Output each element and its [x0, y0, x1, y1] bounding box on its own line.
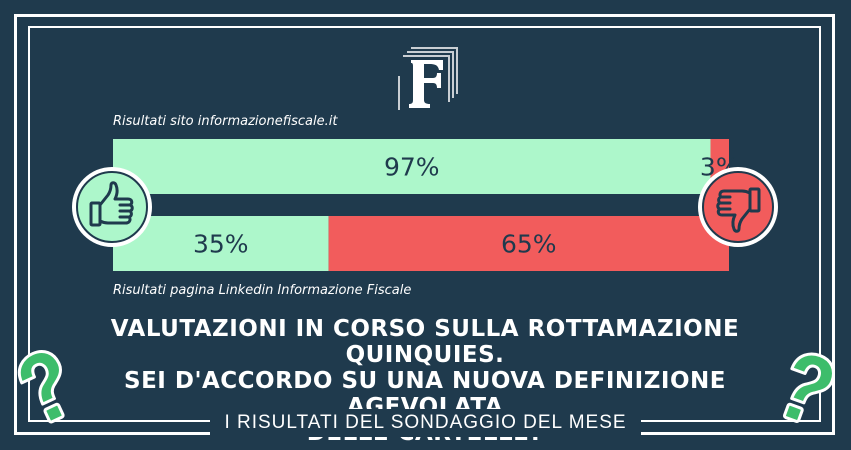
bar-label-disagree-row-2: 65%	[501, 230, 557, 259]
headline-line-1: Valutazioni in corso sulla rottamazione …	[110, 316, 740, 368]
informazione-fiscale-logo	[398, 47, 458, 110]
question-mark-icon	[782, 352, 834, 423]
thumbs-down-icon	[698, 167, 778, 247]
bar-label-agree-row-2: 35%	[193, 230, 249, 259]
footer-band	[210, 409, 641, 437]
bar-agree-row-2	[113, 216, 329, 271]
bar-disagree-row-2	[328, 216, 729, 271]
question-mark-icon	[17, 350, 65, 424]
caption-site-results: Risultati sito informazionefiscale.it	[113, 114, 338, 129]
caption-linkedin-results: Risultati pagina Linkedin Informazione F…	[113, 283, 412, 298]
bar-label-agree-row-1: 97%	[384, 153, 440, 182]
bar-agree-row-1	[113, 139, 711, 194]
poll-question-headline: Valutazioni in corso sulla rottamazione …	[80, 316, 770, 446]
thumbs-up-icon	[72, 167, 152, 247]
footer-title: I RISULTATI DEL SONDAGGIO DEL MESE	[224, 412, 627, 433]
